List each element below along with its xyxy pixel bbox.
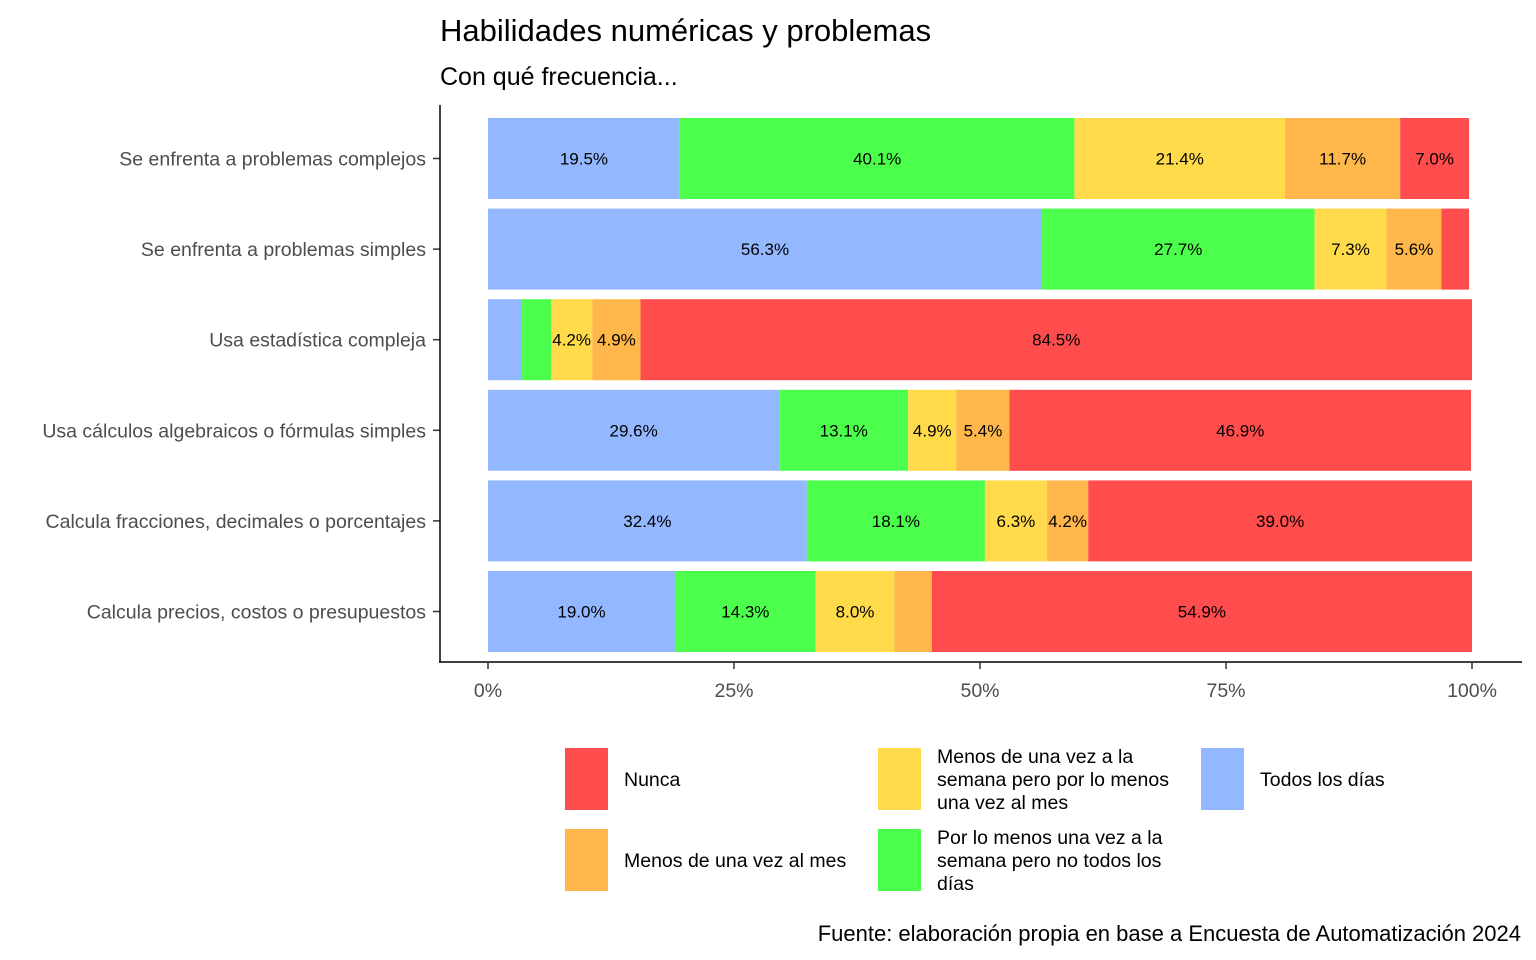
bar-segment: [592, 299, 641, 381]
bar-value-label: 40.1%: [853, 150, 901, 169]
bar-value-label: 19.0%: [557, 603, 605, 622]
bar-segment: [550, 299, 593, 381]
x-tick-label: 0%: [474, 680, 502, 702]
x-tick-label: 25%: [714, 680, 753, 702]
bar-value-label: 56.3%: [741, 240, 789, 259]
legend-label-line: semana pero no todos los: [937, 850, 1162, 872]
bar-value-label: 18.1%: [872, 512, 920, 531]
x-tick-label: 50%: [960, 680, 999, 702]
category-label: Calcula precios, costos o presupuestos: [87, 602, 427, 624]
bar-segment: [674, 571, 816, 652]
category-label: Usa estadística compleja: [209, 330, 426, 352]
bar-value-label: 19.5%: [560, 150, 608, 169]
bar-value-label: 14.3%: [721, 603, 769, 622]
bar-segment: [1074, 118, 1286, 199]
bar-value-label: 32.4%: [623, 512, 671, 531]
bars-group: 19.5% 40.1% 21.4% 11.7% 7.0% 56.3% 27.7% 7.3% 5.…: [488, 118, 1472, 652]
bar-segment: [488, 299, 522, 381]
legend-label-line: Nunca: [624, 769, 681, 791]
bar-segment: [1009, 389, 1472, 471]
legend-swatch: [565, 829, 608, 891]
chart-subtitle: Con qué frecuencia...: [440, 63, 678, 91]
legend-label: Menos de una vez al mes: [624, 850, 846, 872]
legend-label-line: días: [937, 873, 974, 895]
bar-value-label: 4.2%: [1048, 512, 1087, 531]
category-label: Usa cálculos algebraicos o fórmulas simp…: [42, 420, 426, 442]
bar-value-label: 29.6%: [610, 421, 658, 440]
bar-value-label: 4.9%: [597, 331, 636, 350]
bar-segment: [679, 118, 1075, 199]
legend-label-line: una vez al mes: [937, 792, 1068, 814]
bar-segment: [488, 480, 807, 562]
bar-segment: [908, 389, 957, 471]
legend-swatch: [878, 829, 921, 891]
chart-title: Habilidades numéricas y problemas: [440, 13, 931, 48]
bar-segment: [1046, 480, 1089, 562]
bar-segment: [806, 480, 985, 562]
bar-segment: [1386, 208, 1442, 290]
legend-label-line: Por lo menos una vez a la: [937, 827, 1163, 849]
category-labels: Se enfrenta a problemas complejos Se enfr…: [42, 149, 440, 624]
bar-segment: [640, 299, 1472, 381]
legend-label: Por lo menos una vez a la semana pero no …: [937, 827, 1163, 895]
bar-value-label: 5.6%: [1395, 240, 1434, 259]
chart-caption: Fuente: elaboración propia en base a Enc…: [818, 921, 1521, 946]
bar-value-label: 11.7%: [1319, 150, 1366, 169]
bar-segment: [488, 208, 1042, 290]
bar-segment: [894, 571, 932, 652]
legend-label: Todos los días: [1260, 769, 1385, 791]
legend-label-line: Menos de una vez a la: [937, 746, 1133, 768]
legend-swatch: [1201, 748, 1244, 810]
legend: Nunca Menos de una vez al mes Menos de una…: [565, 746, 1385, 895]
bar-segment: [931, 571, 1472, 652]
bar-value-label: 84.5%: [1032, 331, 1080, 350]
legend-label-line: Todos los días: [1260, 769, 1385, 791]
bar-value-label: 54.9%: [1178, 603, 1226, 622]
bar-value-label: 5.4%: [964, 421, 1003, 440]
bar-segment: [521, 299, 551, 381]
bar-value-label: 27.7%: [1154, 240, 1202, 259]
bar-value-label: 4.9%: [913, 421, 952, 440]
bar-segment: [956, 389, 1010, 471]
category-label: Se enfrenta a problemas simples: [141, 239, 426, 261]
bar-value-label: 4.2%: [552, 331, 591, 350]
bar-value-label: 39.0%: [1256, 512, 1304, 531]
category-label: Se enfrenta a problemas complejos: [119, 149, 426, 171]
legend-label-line: semana pero por lo menos: [937, 769, 1169, 791]
legend-label-line: Menos de una vez al mes: [624, 850, 846, 872]
bar-value-label: 8.0%: [836, 603, 875, 622]
bar-segment: [488, 571, 675, 652]
x-tick-label: 75%: [1206, 680, 1245, 702]
bar-value-label: 13.1%: [820, 421, 868, 440]
bar-value-label: 6.3%: [997, 512, 1036, 531]
x-tick-label: 100%: [1447, 680, 1497, 702]
bar-segment: [488, 118, 680, 199]
bar-segment: [1041, 208, 1315, 290]
bar-segment: [1314, 208, 1387, 290]
category-label: Calcula fracciones, decimales o porcenta…: [46, 511, 427, 533]
legend-label: Nunca: [624, 769, 681, 791]
bar-segment: [779, 389, 909, 471]
bar-segment: [1088, 480, 1472, 562]
bar-segment: [1400, 118, 1470, 199]
bar-value-label: 21.4%: [1156, 150, 1204, 169]
bar-segment: [984, 480, 1047, 562]
x-axis-ticks: 0% 25% 50% 75% 100%: [474, 662, 1497, 702]
legend-label: Menos de una vez a la semana pero por lo …: [937, 746, 1169, 814]
bar-segment: [815, 571, 895, 652]
bar-segment: [488, 389, 780, 471]
legend-swatch: [878, 748, 921, 810]
bar-value-label: 46.9%: [1216, 421, 1264, 440]
bar-segment: [1285, 118, 1401, 199]
bar-segment: [1441, 208, 1470, 290]
bar-value-label: 7.0%: [1415, 150, 1454, 169]
bar-value-label: 7.3%: [1331, 240, 1370, 259]
legend-swatch: [565, 748, 608, 810]
